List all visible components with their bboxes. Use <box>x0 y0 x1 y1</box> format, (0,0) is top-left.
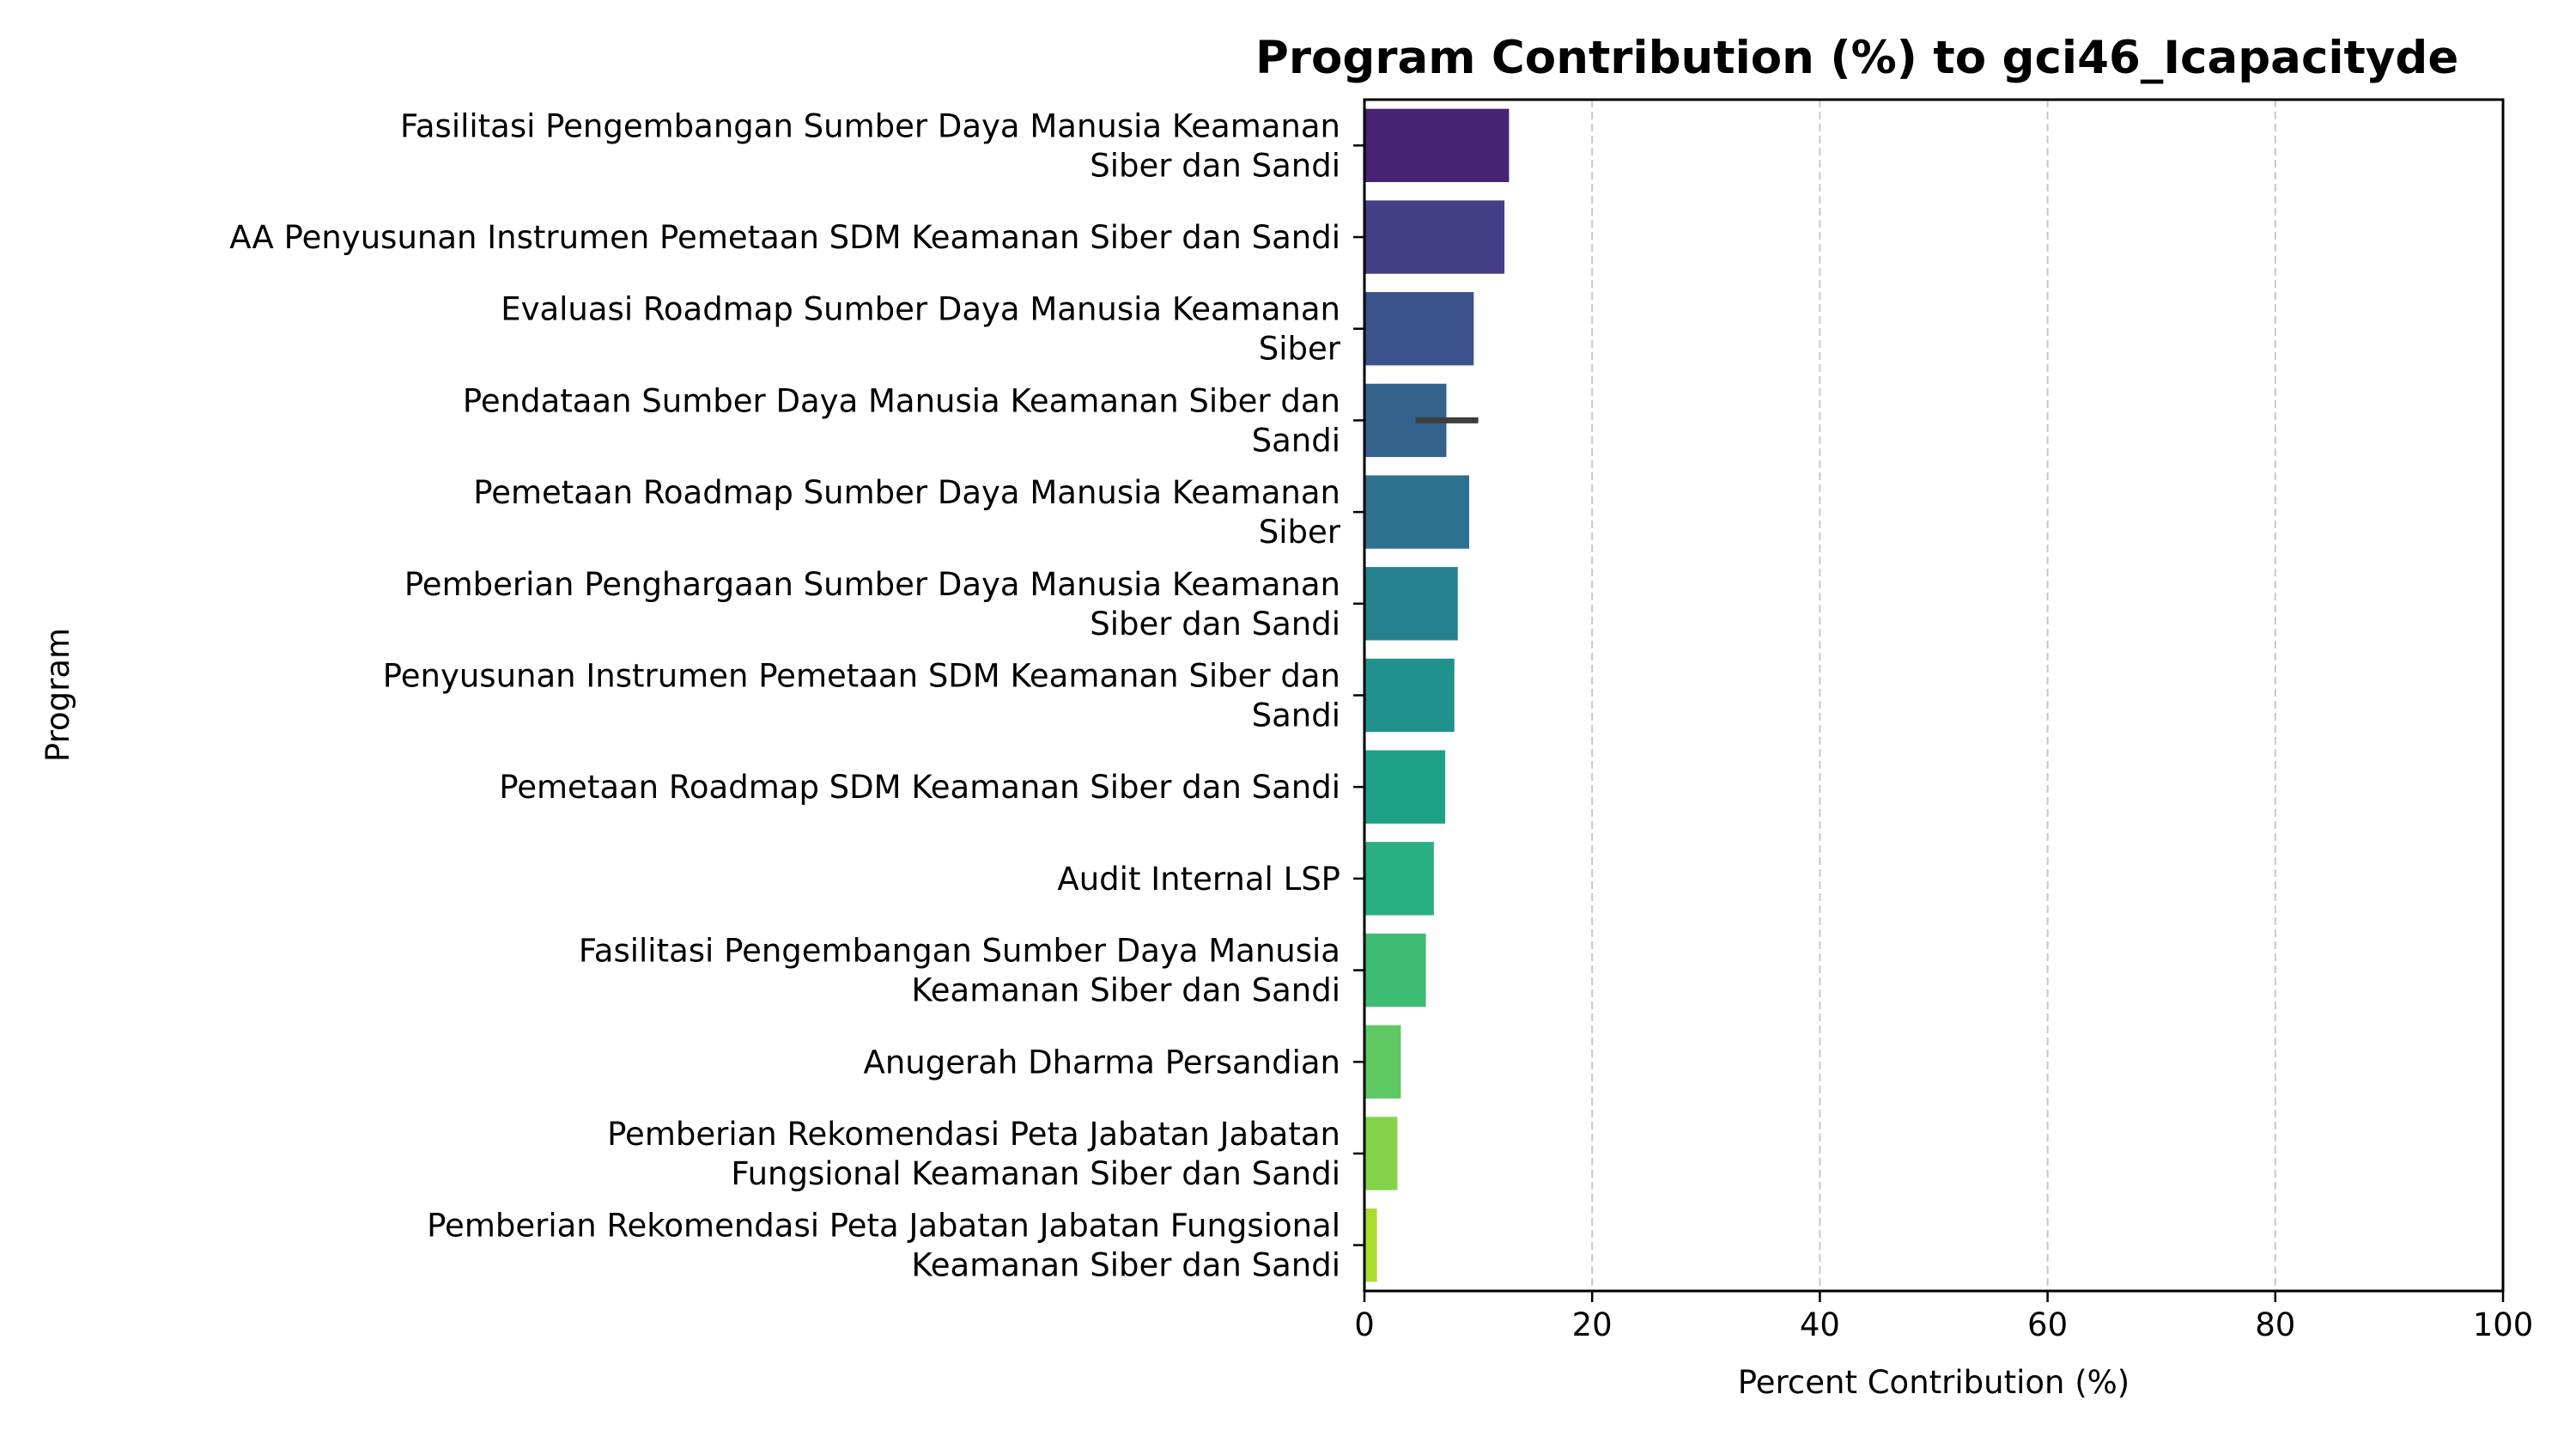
y-axis-label: Program <box>39 628 76 762</box>
bar <box>1364 658 1455 733</box>
y-tick-label: Pemetaan Roadmap Sumber Daya Manusia Kea… <box>473 474 1340 511</box>
bar <box>1364 200 1505 274</box>
x-tick-label: 80 <box>2255 1306 2295 1343</box>
x-tick-label: 100 <box>2473 1306 2534 1343</box>
y-tick-label: Pendataan Sumber Daya Manusia Keamanan S… <box>463 382 1340 419</box>
bar <box>1364 567 1458 641</box>
y-tick-label: Sandi <box>1252 422 1340 459</box>
y-tick-label: Siber dan Sandi <box>1090 147 1340 184</box>
bar <box>1364 1117 1398 1190</box>
x-tick-label: 60 <box>2027 1306 2068 1343</box>
y-tick-label: Pemberian Rekomendasi Peta Jabatan Jabat… <box>427 1208 1340 1245</box>
y-tick-label: Audit Internal LSP <box>1057 861 1340 898</box>
x-axis-label: Percent Contribution (%) <box>1738 1364 2130 1401</box>
y-tick-label: Sandi <box>1252 697 1340 734</box>
y-tick-label: Fungsional Keamanan Siber dan Sandi <box>731 1155 1340 1192</box>
bar <box>1364 475 1469 549</box>
bar <box>1364 933 1426 1008</box>
y-tick-label: AA Penyusunan Instrumen Pemetaan SDM Kea… <box>229 219 1340 256</box>
bar <box>1364 842 1434 916</box>
y-tick-label: Fasilitasi Pengembangan Sumber Daya Manu… <box>579 933 1340 970</box>
y-tick-label: Siber dan Sandi <box>1090 606 1340 642</box>
x-tick-label: 20 <box>1572 1306 1613 1343</box>
y-tick-label: Pemetaan Roadmap SDM Keamanan Siber dan … <box>499 769 1340 806</box>
bar <box>1364 1025 1401 1099</box>
y-tick-label: Anugerah Dharma Persandian <box>864 1044 1340 1081</box>
y-tick-label: Pemberian Penghargaan Sumber Daya Manusi… <box>404 566 1340 603</box>
y-tick-label: Keamanan Siber dan Sandi <box>911 1247 1340 1284</box>
y-tick-label: Pemberian Rekomendasi Peta Jabatan Jabat… <box>607 1116 1340 1153</box>
x-axis: 0 20 40 60 80 100 <box>1354 1291 2533 1343</box>
bars <box>1364 108 1510 1282</box>
x-tick-label: 0 <box>1354 1306 1375 1343</box>
y-tick-label: Evaluasi Roadmap Sumber Daya Manusia Kea… <box>501 291 1340 328</box>
bar <box>1364 292 1474 366</box>
y-tick-label: Fasilitasi Pengembangan Sumber Daya Manu… <box>400 107 1340 144</box>
x-tick-label: 40 <box>1800 1306 1840 1343</box>
y-tick-label: Penyusunan Instrumen Pemetaan SDM Keaman… <box>383 658 1340 695</box>
plot-frame <box>1363 98 2505 1293</box>
chart-title: Program Contribution (%) to gci46_Icapac… <box>1255 32 2458 84</box>
bar <box>1364 1208 1377 1282</box>
y-axis: Fasilitasi Pengembangan Sumber Daya Manu… <box>229 107 1364 1284</box>
bar <box>1364 108 1510 183</box>
x-gridlines <box>1591 100 2276 1291</box>
bar <box>1364 750 1446 824</box>
y-tick-label: Siber <box>1259 514 1341 551</box>
y-tick-label: Keamanan Siber dan Sandi <box>911 972 1340 1009</box>
y-tick-label: Siber <box>1259 331 1341 368</box>
